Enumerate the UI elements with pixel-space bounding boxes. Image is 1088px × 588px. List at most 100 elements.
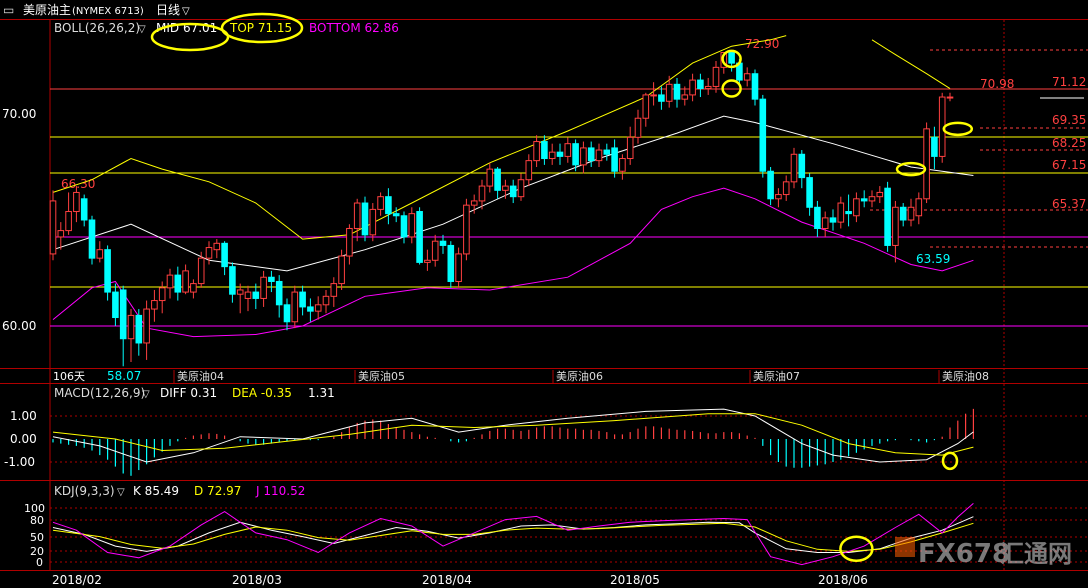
candle: [260, 270, 267, 307]
candle-body: [431, 240, 439, 261]
candle-body: [408, 213, 416, 238]
highlight-ellipse: [721, 49, 742, 69]
candle: [806, 173, 813, 216]
kdj-axis-label: 50: [30, 531, 44, 544]
candle: [330, 277, 338, 307]
candle-body: [291, 291, 299, 323]
candle: [931, 126, 938, 170]
instrument-code: (NYMEX 6713): [72, 6, 144, 17]
candle: [923, 122, 930, 204]
candle-body: [502, 185, 509, 191]
candle: [447, 241, 455, 288]
boll-legend: BOLL(26,26,2) ▽ MID 67.01 TOP 71.15 BOTT…: [54, 21, 399, 35]
candle: [416, 207, 423, 265]
candle-body: [283, 304, 291, 323]
macd-legend: MACD(12,26,9) ▽ DIFF 0.31 DEA -0.35 1.31: [54, 386, 335, 400]
candle-body: [533, 141, 540, 162]
kdj-axis-label: 0: [36, 556, 43, 569]
candle-body: [369, 208, 377, 236]
candle: [197, 251, 205, 288]
macd-dea-line: [52, 413, 974, 456]
candle: [665, 75, 673, 108]
period-selector[interactable]: 日线: [156, 3, 180, 17]
candle: [346, 224, 353, 265]
candle: [353, 198, 361, 242]
candle-body: [229, 266, 236, 295]
kdj-label[interactable]: KDJ(9,3,3): [54, 484, 115, 498]
price-recent-low-label: 63.59: [916, 252, 950, 266]
contract-label: 美原油06: [556, 369, 603, 383]
candle: [572, 139, 579, 172]
candle: [229, 262, 236, 303]
candle-body: [478, 185, 486, 202]
candle-body: [915, 198, 923, 217]
boll-label[interactable]: BOLL(26,26,2): [54, 21, 140, 35]
candle-body: [213, 242, 221, 251]
period-chevron-icon[interactable]: ▽: [182, 6, 190, 17]
candle-body: [806, 177, 813, 208]
candle: [127, 309, 135, 363]
candle-body: [580, 147, 587, 166]
macd-label[interactable]: MACD(12,26,9): [54, 386, 145, 400]
price-bottom-low-label: 58.07: [107, 369, 141, 383]
candle: [252, 283, 260, 310]
candle: [790, 147, 798, 189]
candle: [236, 283, 244, 314]
kdj-d-line: [52, 522, 974, 552]
candle-body: [634, 117, 642, 138]
candle-body: [307, 306, 314, 312]
kdj-legend: KDJ(9,3,3) ▽ K 85.49 D 72.97 J 110.52: [54, 484, 305, 498]
candle: [860, 190, 868, 208]
candle: [408, 207, 416, 244]
highlight-ellipse: [839, 535, 874, 562]
candle: [361, 196, 369, 242]
candle: [907, 198, 915, 227]
candle: [743, 67, 751, 87]
macd-axis-label: -1.00: [4, 455, 35, 469]
candle-body: [782, 181, 790, 196]
candle: [603, 143, 611, 161]
candle-body: [392, 213, 400, 217]
candle: [619, 154, 626, 180]
level-label: 71.12: [1052, 75, 1086, 89]
kdj-panel: [52, 503, 974, 566]
kdj-j-line: [52, 503, 974, 566]
watermark: FX678 汇通网: [895, 537, 1072, 569]
macd-axis-label: 1.00: [10, 409, 37, 423]
highlight-ellipse: [150, 22, 230, 52]
macd-chevron-icon[interactable]: ▽: [142, 389, 150, 400]
boll-top-line: [52, 35, 787, 240]
candle: [291, 285, 299, 329]
candle: [814, 200, 821, 237]
candlesticks: [49, 52, 954, 367]
candle: [697, 73, 704, 98]
candle: [509, 179, 517, 204]
candle-body: [119, 289, 127, 340]
candle-body: [361, 202, 369, 236]
macd-diff-line: [52, 408, 974, 463]
candle: [650, 82, 657, 106]
candle: [299, 285, 306, 316]
candle: [502, 179, 509, 199]
candle-body: [197, 257, 205, 285]
level-label: 68.25: [1052, 136, 1086, 150]
kdj-chevron-icon[interactable]: ▽: [117, 487, 125, 498]
candle: [470, 194, 478, 214]
candle: [868, 190, 876, 208]
candle-body: [704, 85, 712, 90]
candle: [431, 234, 439, 267]
price-axis-label: 60.00: [2, 319, 36, 333]
back-icon[interactable]: ▭: [3, 3, 14, 17]
candle-body: [88, 219, 96, 259]
candle: [174, 266, 182, 301]
candle-body: [135, 314, 143, 344]
candle-body: [174, 274, 182, 293]
candle-body: [221, 242, 228, 268]
candle-body: [860, 198, 868, 202]
candle: [946, 92, 954, 102]
boll-chevron-icon[interactable]: ▽: [138, 24, 146, 35]
contract-label: 美原油07: [753, 369, 800, 383]
candle: [283, 298, 291, 331]
candle: [143, 300, 150, 360]
candle-body: [759, 98, 767, 172]
